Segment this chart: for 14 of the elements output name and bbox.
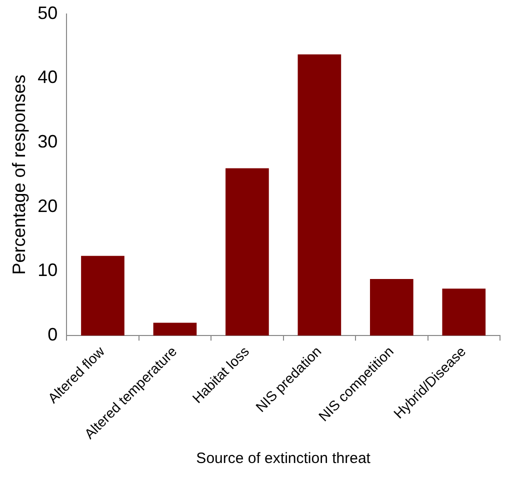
bar	[153, 322, 197, 336]
y-tick-label: 40	[38, 67, 58, 88]
y-tick-label: 50	[38, 2, 58, 23]
y-axis-title: Percentage of responses	[8, 74, 29, 275]
bar	[298, 54, 342, 336]
bar	[370, 278, 414, 336]
y-tick-label: 30	[38, 132, 58, 152]
bar	[226, 168, 269, 336]
bar	[442, 288, 486, 336]
bar	[81, 256, 124, 336]
y-tick-label: 0	[48, 324, 58, 345]
x-axis-title: Source of extinction threat	[196, 450, 372, 468]
y-tick-label: 10	[38, 260, 58, 280]
y-tick-label: 20	[38, 196, 58, 216]
